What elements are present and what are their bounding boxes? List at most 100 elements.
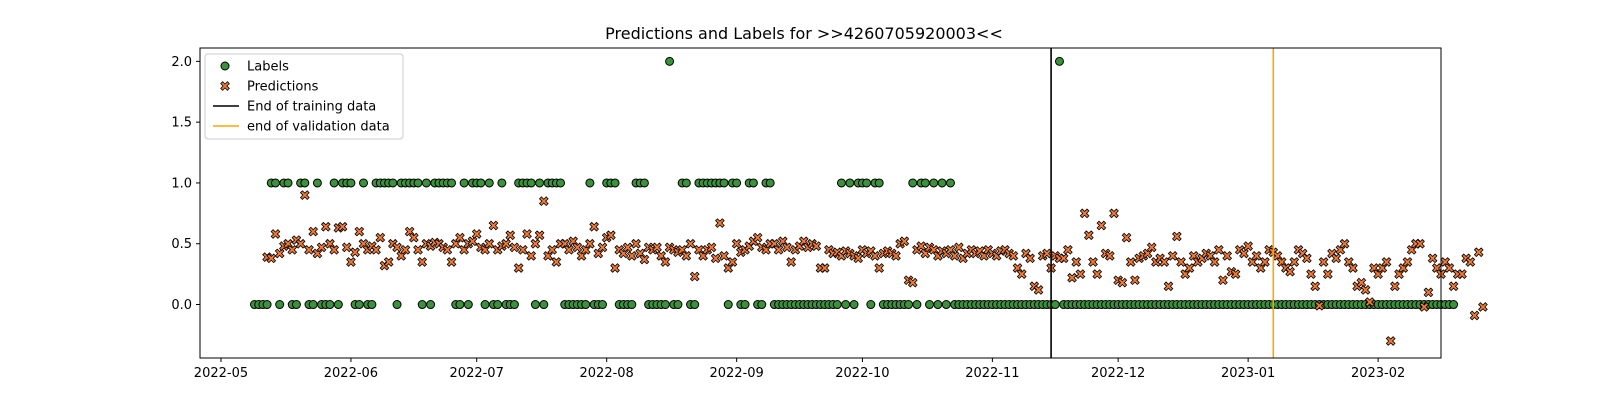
- prediction-point: [1469, 310, 1480, 321]
- label-point: [660, 300, 670, 310]
- label-point: [941, 300, 951, 310]
- label-point: [426, 300, 436, 310]
- prediction-point: [547, 244, 558, 255]
- prediction-point: [304, 244, 314, 255]
- label-point: [841, 300, 851, 310]
- label-point: [484, 178, 494, 188]
- x-tick-label: 2022-07: [450, 366, 504, 381]
- prediction-point: [1008, 251, 1019, 261]
- prediction-point: [899, 236, 910, 247]
- prediction-point: [287, 244, 298, 255]
- plot-area: [250, 48, 1488, 358]
- prediction-point: [1071, 257, 1082, 267]
- prediction-point: [819, 263, 830, 273]
- prediction-point: [538, 196, 549, 207]
- prediction-point: [1213, 244, 1224, 255]
- label-point: [497, 178, 507, 188]
- label-point: [665, 56, 675, 66]
- prediction-point: [346, 257, 356, 267]
- legend-label: Predictions: [247, 80, 319, 95]
- label-point: [757, 300, 767, 310]
- prediction-point: [622, 242, 633, 253]
- label-point: [933, 300, 943, 310]
- label-point: [765, 178, 775, 188]
- prediction-point: [1109, 208, 1119, 219]
- label-point: [1449, 300, 1459, 310]
- label-point: [832, 300, 842, 310]
- prediction-point: [564, 244, 574, 255]
- label-point: [945, 178, 955, 188]
- prediction-point: [320, 221, 331, 232]
- prediction-point: [1239, 248, 1249, 259]
- x-tick-label: 2022-10: [835, 366, 889, 381]
- label-point: [526, 178, 536, 188]
- prediction-point: [786, 257, 797, 267]
- prediction-point: [589, 221, 599, 232]
- prediction-point: [484, 238, 495, 249]
- prediction-point: [1364, 297, 1375, 307]
- label-point: [283, 178, 293, 188]
- prediction-point: [752, 232, 763, 243]
- label-point: [392, 300, 402, 310]
- prediction-point: [551, 257, 562, 267]
- prediction-point: [1096, 220, 1107, 231]
- prediction-point: [1448, 281, 1459, 292]
- prediction-point: [522, 229, 532, 239]
- prediction-point: [534, 230, 545, 241]
- label-point: [862, 178, 872, 188]
- label-point: [476, 178, 486, 188]
- prediction-point: [1079, 208, 1090, 219]
- label-point: [300, 178, 310, 188]
- prediction-point: [1473, 247, 1484, 258]
- prediction-point: [417, 257, 428, 267]
- prediction-point: [371, 244, 381, 255]
- axes: 2022-05 2022-06 2022-07 2022-08 2022-09 2022-…: [171, 47, 1442, 381]
- prediction-point: [1314, 300, 1325, 311]
- label-point: [610, 178, 620, 188]
- label-point: [740, 300, 750, 310]
- prediction-point: [1092, 269, 1103, 279]
- prediction-point: [949, 251, 960, 261]
- prediction-point: [1457, 269, 1467, 279]
- x-tick-label: 2022-09: [709, 366, 763, 381]
- prediction-point: [329, 244, 340, 255]
- y-tick-label: 1.5: [171, 116, 192, 131]
- label-point: [346, 178, 356, 188]
- prediction-point: [710, 253, 721, 264]
- prediction-point: [442, 244, 453, 255]
- label-point: [359, 178, 369, 188]
- prediction-point: [1310, 281, 1321, 292]
- label-point: [354, 300, 364, 310]
- prediction-point: [400, 244, 411, 255]
- prediction-point: [1033, 285, 1044, 295]
- prediction-point: [1318, 257, 1329, 267]
- prediction-point: [270, 229, 281, 239]
- prediction-point: [299, 190, 310, 200]
- prediction-point: [782, 242, 792, 253]
- prediction-point: [685, 238, 696, 249]
- label-point: [262, 300, 272, 310]
- y-tick-label: 0.0: [171, 298, 192, 313]
- prediction-point: [660, 257, 671, 267]
- label-point: [530, 300, 540, 310]
- prediction-point: [1465, 257, 1476, 267]
- prediction-point: [1167, 251, 1178, 261]
- prediction-point: [907, 277, 918, 288]
- prediction-point: [471, 229, 482, 239]
- label-point: [312, 178, 322, 188]
- prediction-point: [1356, 277, 1367, 288]
- label-point: [929, 178, 939, 188]
- prediction-point: [585, 238, 595, 249]
- label-point: [937, 178, 947, 188]
- prediction-point: [874, 263, 885, 273]
- prediction-point: [1083, 230, 1094, 241]
- label-point: [463, 300, 473, 310]
- legend-label: end of validation data: [247, 120, 390, 135]
- prediction-point: [392, 242, 402, 253]
- prediction-point: [727, 257, 738, 267]
- prediction-point: [853, 253, 864, 264]
- prediction-point: [488, 220, 499, 231]
- prediction-point: [572, 242, 583, 253]
- prediction-point: [1125, 257, 1136, 267]
